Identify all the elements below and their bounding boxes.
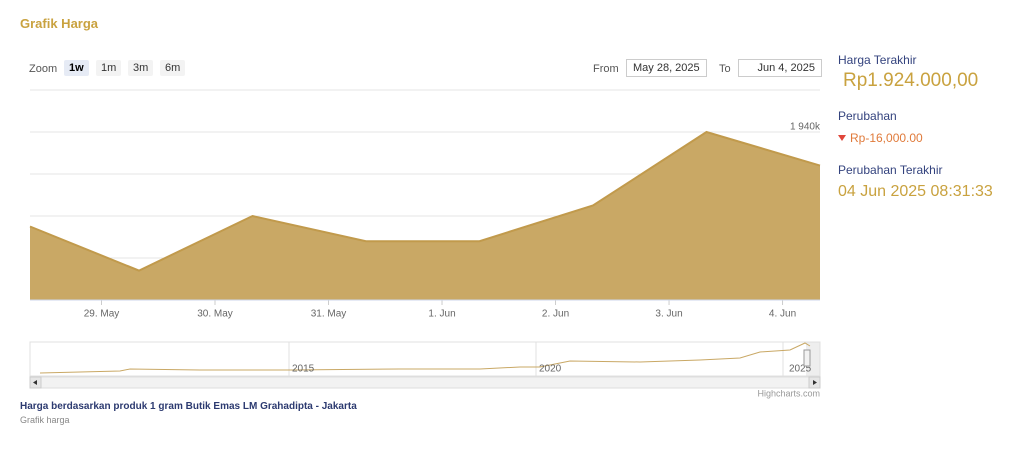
caption-subtitle: Grafik harga (20, 415, 70, 425)
y-tick-label: 1 940k (790, 122, 821, 133)
x-tick-label: 31. May (311, 309, 347, 320)
to-label: To (719, 63, 731, 75)
x-tick-label: 2. Jun (542, 309, 569, 320)
caption-title: Harga berdasarkan produk 1 gram Butik Em… (20, 401, 357, 412)
from-label: From (593, 63, 619, 75)
x-tick-label: 1. Jun (428, 309, 455, 320)
navigator-label: 2025 (789, 364, 812, 375)
area (30, 132, 820, 300)
navigator-handle[interactable] (803, 349, 811, 367)
x-tick-label: 29. May (84, 309, 120, 320)
navigator-label: 2015 (292, 364, 315, 375)
to-date-input[interactable]: Jun 4, 2025 (738, 59, 822, 77)
scrollbar[interactable] (29, 376, 821, 389)
last-price: Rp1.924.000,00 (843, 70, 979, 91)
scroll-right-arrow (813, 380, 817, 385)
zoom-button[interactable]: 1w (64, 60, 89, 76)
last-update-label: Perubahan Terakhir (838, 163, 943, 177)
zoom-label: Zoom (29, 63, 58, 75)
change-label: Perubahan (838, 109, 897, 123)
navigator (29, 341, 821, 377)
navigator-label: 2020 (539, 364, 562, 375)
x-tick-label: 30. May (197, 309, 233, 320)
x-tick-label: 3. Jun (655, 309, 682, 320)
x-tick-label: 4. Jun (769, 309, 796, 320)
navigator-series (39, 342, 811, 374)
change-value: Rp-16,000.00 (850, 131, 923, 145)
line (29, 130, 821, 272)
from-date-input[interactable]: May 28, 2025 (626, 59, 707, 77)
zoom-button[interactable]: 1m (96, 60, 122, 76)
zoom-button[interactable]: 3m (128, 60, 154, 76)
down-arrow (838, 135, 846, 141)
zoom-button[interactable]: 6m (160, 60, 186, 76)
page-title: Grafik Harga (20, 16, 99, 31)
scroll-left-arrow (33, 380, 37, 385)
last-price-label: Harga Terakhir (838, 53, 917, 67)
credits[interactable]: Highcharts.com (757, 388, 820, 398)
last-update: 04 Jun 2025 08:31:33 (838, 183, 993, 200)
